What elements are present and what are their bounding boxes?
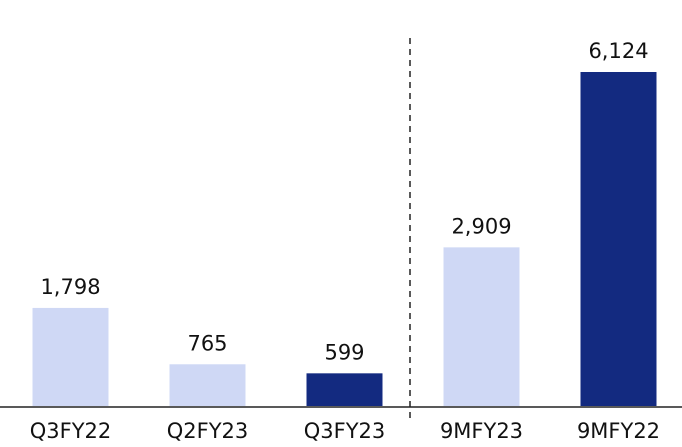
bar: [306, 373, 383, 406]
value-label: 2,909: [451, 214, 511, 238]
value-label: 1,798: [40, 275, 100, 299]
x-tick-label: Q3FY22: [30, 419, 112, 443]
bar: [443, 247, 520, 406]
x-tick-label: 9MFY22: [577, 419, 660, 443]
x-tick-label: 9MFY23: [440, 419, 523, 443]
x-tick-label: Q2FY23: [167, 419, 249, 443]
bar: [580, 72, 657, 406]
value-label: 6,124: [588, 39, 648, 63]
bar: [32, 307, 109, 406]
value-label: 765: [187, 331, 227, 355]
x-tick-label: Q3FY23: [304, 419, 386, 443]
value-label: 599: [324, 340, 364, 364]
bar: [169, 364, 246, 406]
